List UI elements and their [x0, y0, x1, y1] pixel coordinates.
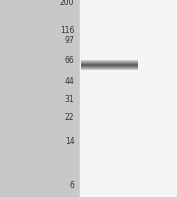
Text: 200: 200 — [60, 0, 74, 7]
Text: 14: 14 — [65, 137, 74, 146]
Text: 31: 31 — [65, 95, 74, 104]
Text: 22: 22 — [65, 113, 74, 122]
Text: 116: 116 — [60, 26, 74, 35]
Text: 66: 66 — [65, 56, 74, 65]
Text: 97: 97 — [65, 35, 74, 45]
Text: 6: 6 — [69, 181, 74, 190]
Bar — [80, 0, 177, 197]
Text: 44: 44 — [65, 77, 74, 86]
